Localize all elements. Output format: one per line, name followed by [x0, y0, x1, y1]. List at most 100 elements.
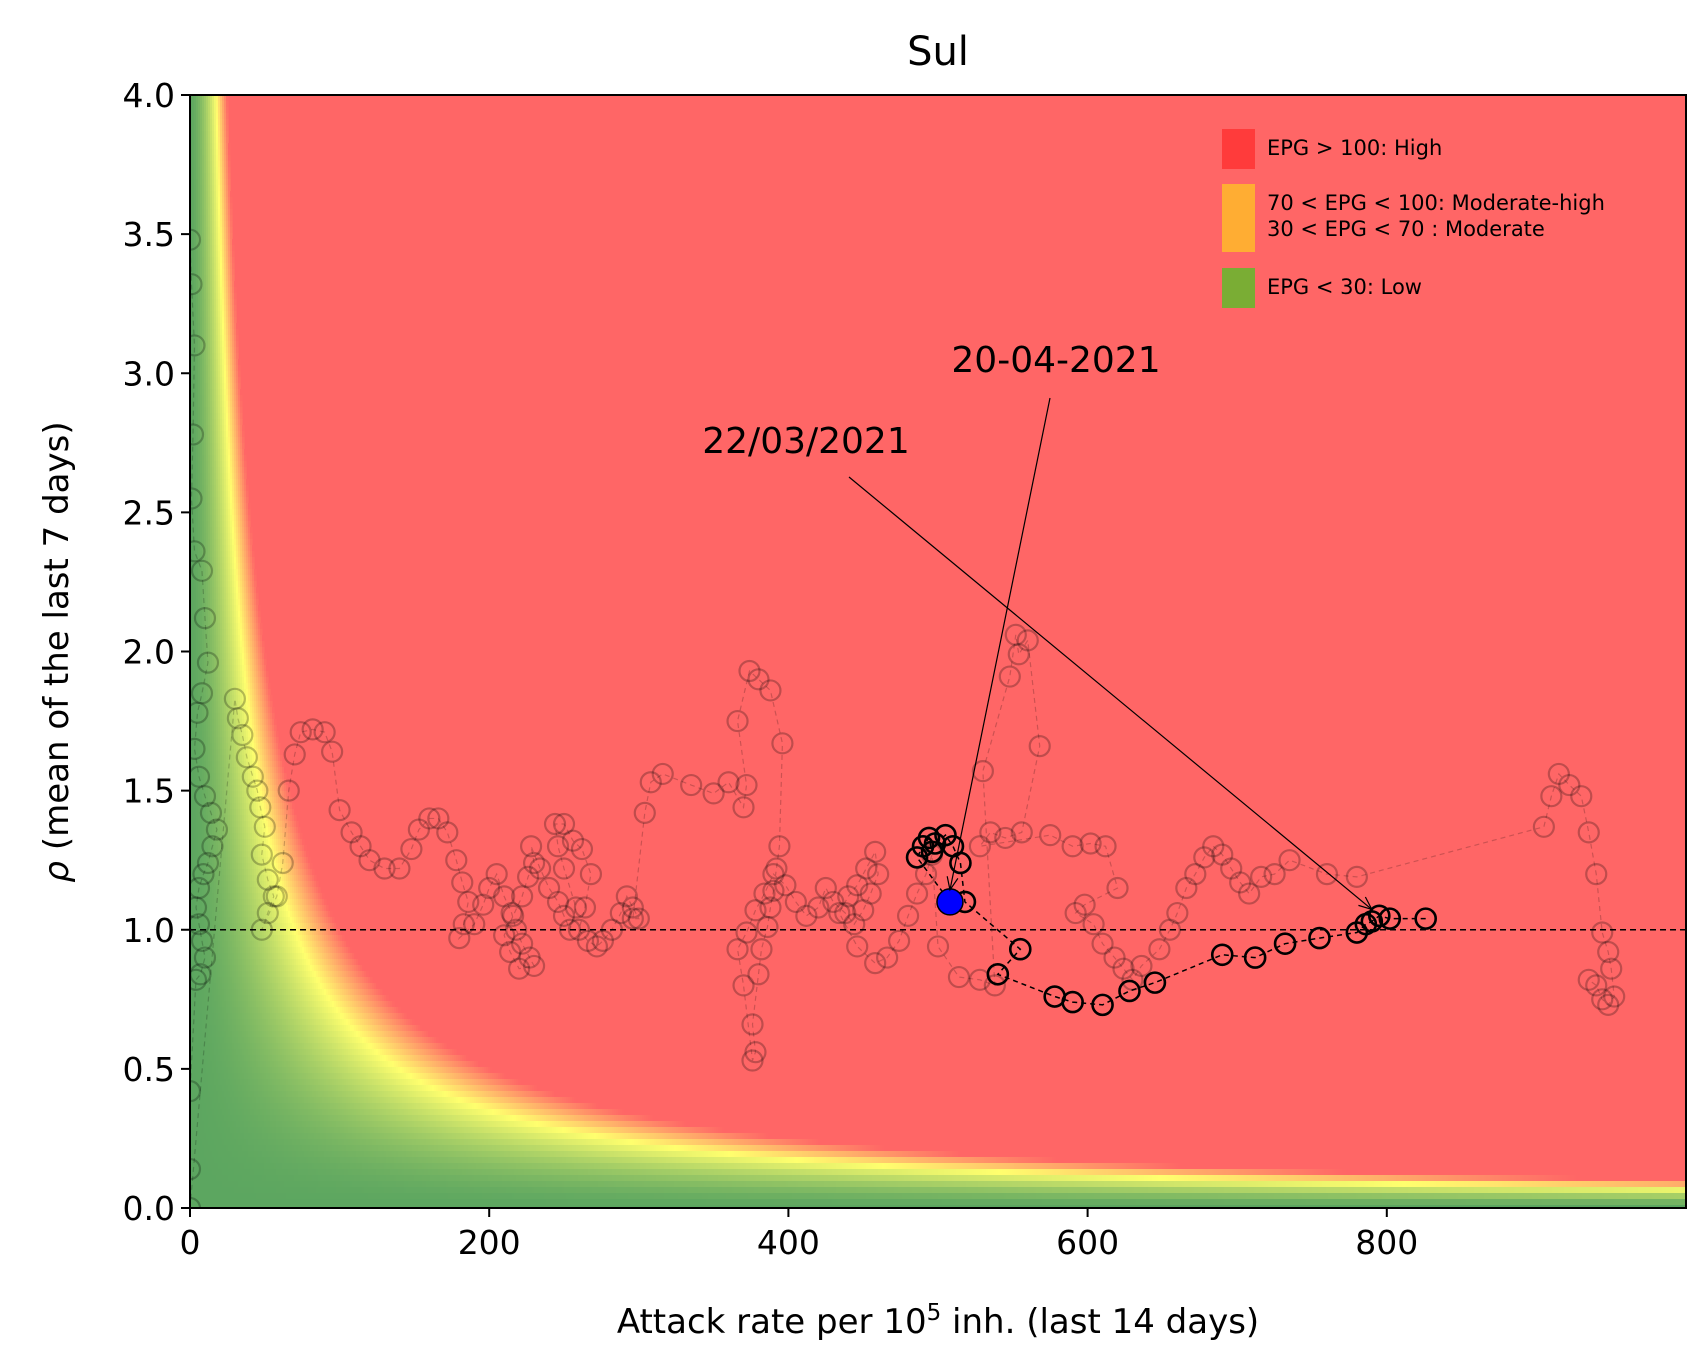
heatmap-cell: [204, 857, 207, 864]
heatmap-cell: [210, 713, 213, 720]
heatmap-cell: [208, 473, 211, 480]
heatmap-cell: [284, 875, 287, 882]
heatmap-cell: [210, 623, 213, 630]
heatmap-cell: [218, 341, 221, 348]
heatmap-cell: [226, 197, 229, 204]
heatmap-cell: [206, 755, 209, 762]
heatmap-cell: [236, 491, 239, 498]
heatmap-cell: [214, 833, 217, 840]
heatmap-cell: [306, 887, 309, 894]
heatmap-cell: [288, 887, 291, 894]
heatmap-cell: [202, 671, 205, 678]
heatmap-cell: [196, 419, 199, 426]
heatmap-cell: [274, 863, 277, 870]
heatmap-cell: [260, 803, 263, 810]
heatmap-cell: [262, 797, 265, 804]
heatmap-cell: [204, 395, 207, 402]
heatmap-cell: [210, 365, 213, 372]
heatmap-cell: [204, 101, 207, 108]
heatmap-cell: [198, 737, 201, 744]
heatmap-cell: [316, 911, 319, 918]
heatmap-cell: [206, 377, 209, 384]
heatmap-cell: [230, 635, 233, 642]
heatmap-cell: [240, 767, 243, 774]
heatmap-cell: [200, 371, 203, 378]
heatmap-cell: [220, 443, 223, 450]
heatmap-cell: [234, 917, 237, 924]
heatmap-cell: [220, 629, 223, 636]
heatmap-cell: [216, 863, 219, 870]
heatmap-cell: [204, 239, 207, 246]
heatmap-cell: [204, 719, 207, 726]
heatmap-cell: [266, 845, 269, 852]
heatmap-cell: [224, 659, 227, 666]
heatmap-cell: [198, 563, 201, 570]
heatmap-cell: [278, 803, 281, 810]
heatmap-cell: [260, 857, 263, 864]
heatmap-cell: [204, 791, 207, 798]
heatmap-cell: [238, 527, 241, 534]
heatmap-cell: [240, 485, 243, 492]
heatmap-cell: [294, 893, 297, 900]
heatmap-cell: [228, 629, 231, 636]
heatmap-cell: [200, 563, 203, 570]
heatmap-cell: [246, 881, 249, 888]
heatmap-cell: [220, 911, 223, 918]
heatmap-cell: [190, 719, 193, 726]
heatmap-cell: [226, 227, 229, 234]
heatmap-cell: [230, 683, 233, 690]
heatmap-cell: [194, 899, 197, 906]
heatmap-cell: [276, 839, 279, 846]
heatmap-cell: [212, 359, 215, 366]
heatmap-cell: [276, 869, 279, 876]
heatmap-cell: [304, 917, 307, 924]
heatmap-cell: [212, 533, 215, 540]
heatmap-cell: [210, 173, 213, 180]
heatmap-cell: [220, 101, 223, 108]
heatmap-cell: [300, 905, 303, 912]
heatmap-cell: [254, 821, 257, 828]
heatmap-cell: [310, 881, 313, 888]
heatmap-cell: [232, 401, 235, 408]
heatmap-cell: [204, 887, 207, 894]
heatmap-cell: [232, 335, 235, 342]
heatmap-cell: [212, 845, 215, 852]
heatmap-cell: [228, 317, 231, 324]
heatmap-cell: [196, 839, 199, 846]
heatmap-cell: [200, 551, 203, 558]
heatmap-cell: [228, 455, 231, 462]
heatmap-cell: [218, 575, 221, 582]
heatmap-cell: [264, 809, 267, 816]
heatmap-cell: [218, 713, 221, 720]
heatmap-cell: [206, 683, 209, 690]
heatmap-cell: [272, 707, 275, 714]
heatmap-cell: [274, 779, 277, 786]
heatmap-cell: [238, 755, 241, 762]
heatmap-cell: [226, 347, 229, 354]
heatmap-cell: [220, 755, 223, 762]
heatmap-cell: [214, 341, 217, 348]
heatmap-cell: [218, 353, 221, 360]
heatmap-cell: [218, 827, 221, 834]
heatmap-cell: [202, 389, 205, 396]
heatmap-cell: [248, 617, 251, 624]
heatmap-cell: [292, 917, 295, 924]
heatmap-cell: [192, 293, 195, 300]
heatmap-cell: [216, 563, 219, 570]
heatmap-cell: [192, 203, 195, 210]
heatmap-cell: [228, 869, 231, 876]
heatmap-cell: [238, 743, 241, 750]
heatmap-cell: [224, 929, 227, 936]
heatmap-cell: [284, 893, 287, 900]
heatmap-cell: [222, 749, 225, 756]
heatmap-cell: [198, 101, 201, 108]
heatmap-cell: [276, 923, 279, 930]
heatmap-cell: [248, 551, 251, 558]
heatmap-cell: [248, 761, 251, 768]
heatmap-cell: [272, 905, 275, 912]
heatmap-cell: [190, 521, 193, 528]
heatmap-cell: [208, 791, 211, 798]
heatmap-cell: [212, 233, 215, 240]
heatmap-cell: [292, 803, 295, 810]
